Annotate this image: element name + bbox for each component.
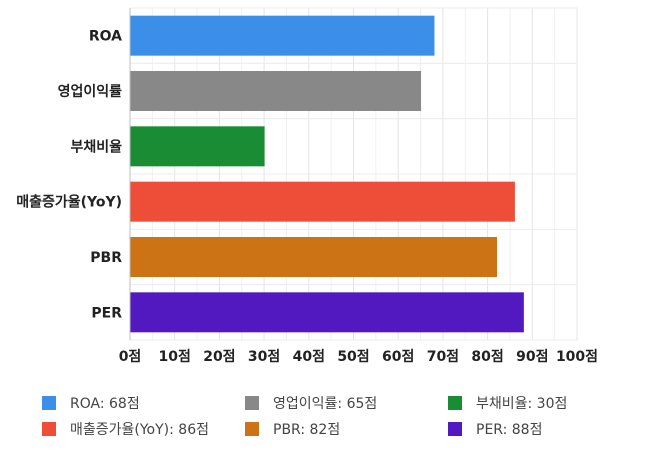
x-tick-label-5: 50점 xyxy=(337,348,369,365)
category-label-0: ROA xyxy=(89,29,122,45)
x-tick-label-1: 10점 xyxy=(159,348,191,365)
legend-swatch-revenue-growth xyxy=(42,422,56,436)
legend-label-revenue-growth: 매출증가율(YoY): 86점 xyxy=(70,422,209,438)
category-label-3: 매출증가율(YoY) xyxy=(16,194,122,211)
legend-label-debt-ratio: 부채비율: 30점 xyxy=(476,396,568,412)
legend-item-pbr: PBR: 82점 xyxy=(245,420,340,438)
x-tick-label-2: 20점 xyxy=(203,348,235,365)
legend-swatch-operating-margin xyxy=(245,396,259,410)
legend-label-roa: ROA: 68점 xyxy=(70,396,140,412)
legend-item-operating-margin: 영업이익률: 65점 xyxy=(245,394,377,412)
legend-swatch-pbr xyxy=(245,422,259,436)
legend-item-revenue-growth: 매출증가율(YoY): 86점 xyxy=(42,420,209,438)
legend: ROA: 68점 영업이익률: 65점 부채비율: 30점 매출증가율(YoY)… xyxy=(0,388,650,444)
bar-3 xyxy=(130,181,515,222)
bar-1 xyxy=(130,71,422,111)
category-label-2: 부채비율 xyxy=(70,138,122,155)
bar-0 xyxy=(130,15,435,56)
category-label-1: 영업이익률 xyxy=(58,83,123,100)
x-tick-label-9: 90점 xyxy=(516,348,548,365)
legend-item-debt-ratio: 부채비율: 30점 xyxy=(448,394,567,412)
legend-item-roa: ROA: 68점 xyxy=(42,394,140,412)
x-tick-label-0: 0점 xyxy=(119,348,142,365)
legend-swatch-debt-ratio xyxy=(448,396,462,410)
x-tick-label-10: 100점 xyxy=(556,348,598,365)
legend-label-pbr: PBR: 82점 xyxy=(273,422,341,438)
bar-4 xyxy=(130,237,498,277)
category-label-5: PER xyxy=(91,305,122,321)
bar-5 xyxy=(130,292,524,333)
x-tick-label-6: 60점 xyxy=(382,348,414,365)
x-tick-label-4: 40점 xyxy=(293,348,325,365)
legend-swatch-roa xyxy=(42,396,56,410)
x-tick-label-7: 70점 xyxy=(427,348,459,365)
bar-2 xyxy=(130,126,265,167)
legend-label-operating-margin: 영업이익률: 65점 xyxy=(273,396,378,412)
legend-label-per: PER: 88점 xyxy=(476,422,543,438)
x-tick-label-8: 80점 xyxy=(471,348,503,365)
x-tick-label-3: 30점 xyxy=(248,348,280,365)
legend-swatch-per xyxy=(448,422,462,436)
category-label-4: PBR xyxy=(90,250,122,266)
legend-item-per: PER: 88점 xyxy=(448,420,542,438)
